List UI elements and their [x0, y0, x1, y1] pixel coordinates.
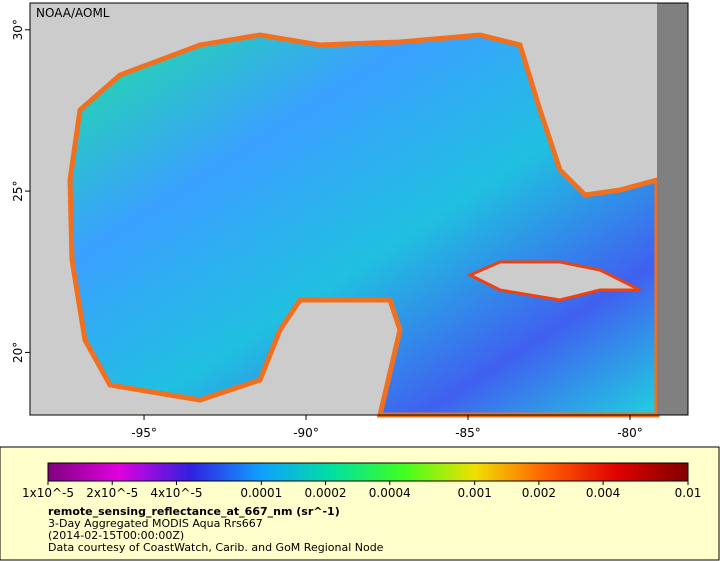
x-tick-label: -90°	[293, 426, 319, 440]
y-tick-label: 30°	[11, 19, 25, 40]
y-tick-label: 25°	[11, 180, 25, 201]
colorbar-label: 0.0001	[240, 486, 282, 500]
legend-line: 3-Day Aggregated MODIS Aqua Rrs667	[48, 517, 263, 530]
colorbar-label: 0.002	[522, 486, 556, 500]
colorbar-label: 0.004	[586, 486, 620, 500]
no-data-strip	[657, 3, 688, 415]
colorbar	[47, 462, 689, 482]
legend-line: (2014-02-15T00:00:00Z)	[48, 529, 184, 542]
map-frame	[29, 2, 689, 416]
cuba	[466, 260, 641, 302]
colorbar-label: 0.0002	[305, 486, 347, 500]
colorbar-label: 1x10^-5	[22, 486, 74, 500]
x-tick-label: -95°	[131, 426, 157, 440]
x-tick-label: -80°	[617, 426, 643, 440]
y-tick-label: 20°	[11, 342, 25, 363]
colorbar-label: 0.001	[457, 486, 491, 500]
colorbar-label: 2x10^-5	[86, 486, 138, 500]
x-tick-label: -85°	[455, 426, 481, 440]
colorbar-label: 0.01	[675, 486, 702, 500]
legend-line: Data courtesy of CoastWatch, Carib. and …	[48, 541, 384, 554]
colorbar-label: 0.0004	[369, 486, 411, 500]
variable-name: remote_sensing_reflectance_at_667_nm (sr…	[48, 505, 340, 518]
credit: NOAA/AOML	[36, 6, 110, 20]
colorbar-label: 4x10^-5	[150, 486, 202, 500]
